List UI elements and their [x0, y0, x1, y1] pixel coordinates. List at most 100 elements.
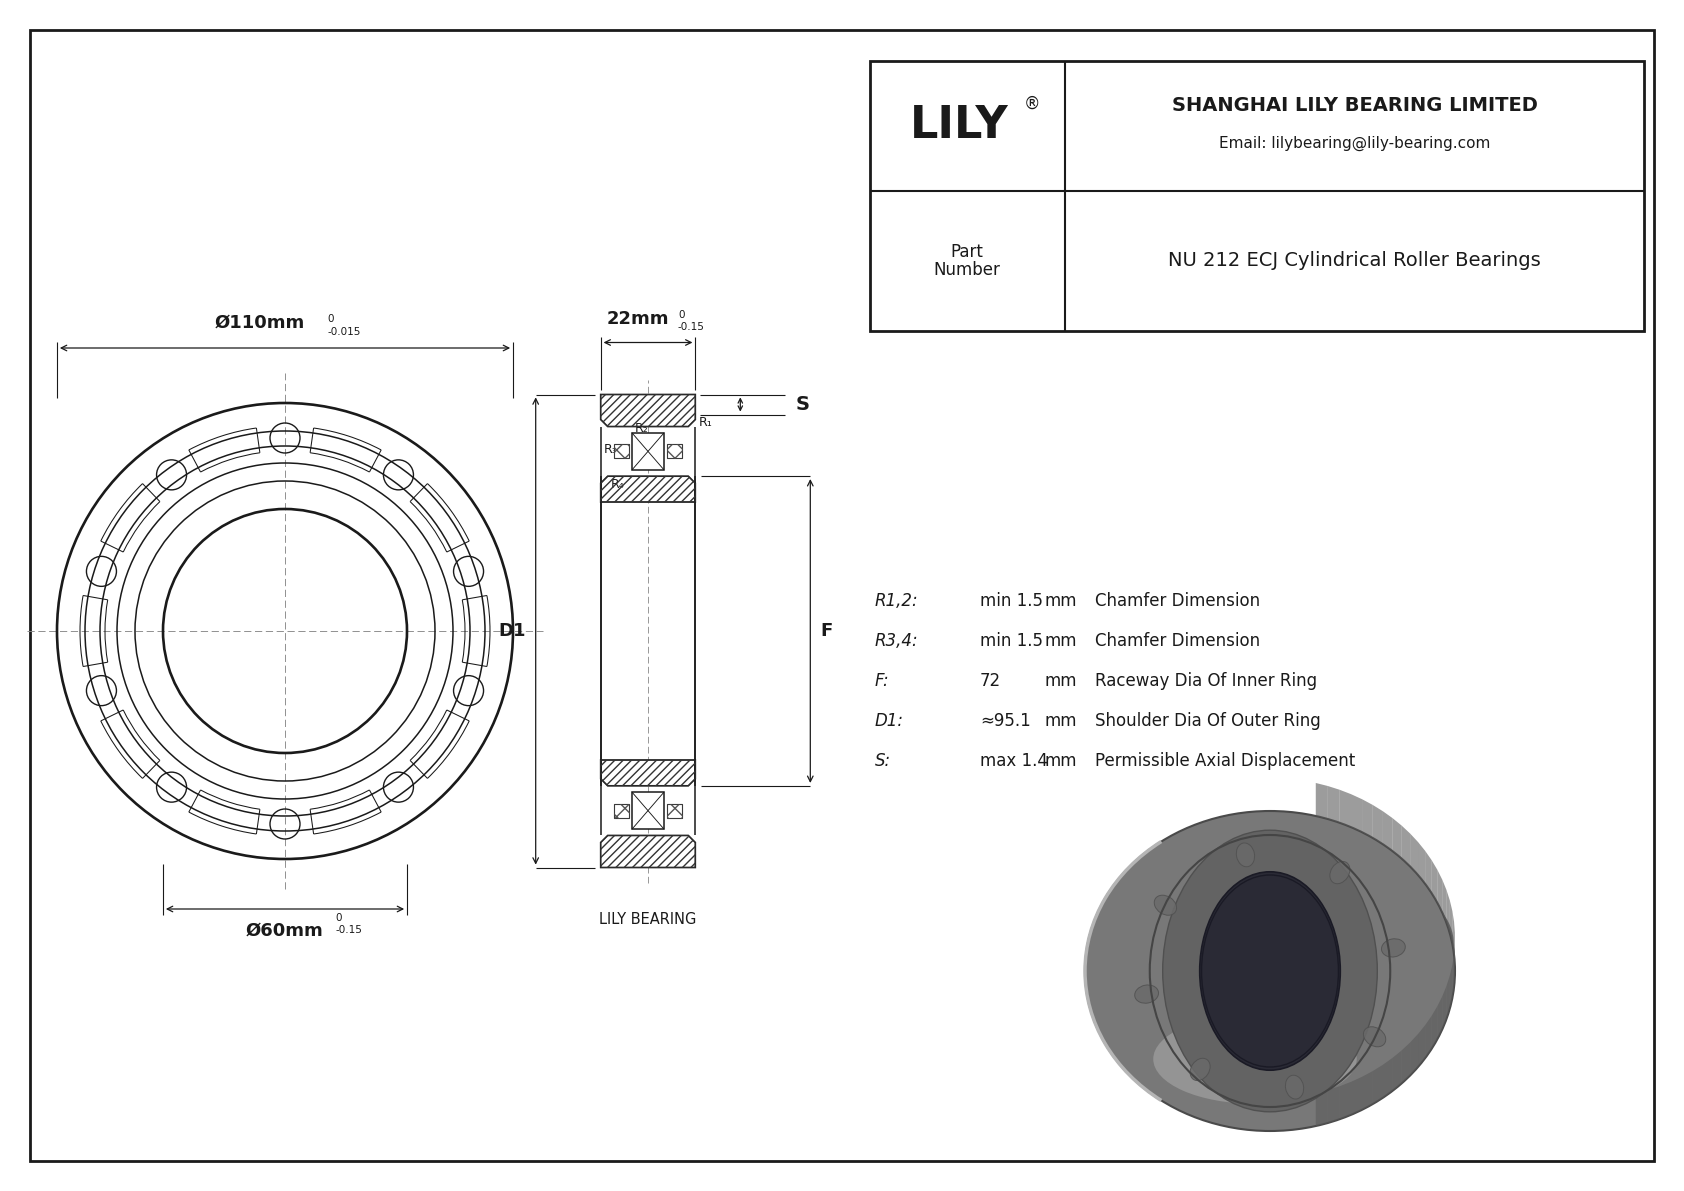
Ellipse shape: [1381, 939, 1404, 958]
Polygon shape: [1431, 860, 1438, 903]
Text: D1: D1: [498, 622, 525, 640]
Polygon shape: [1438, 996, 1442, 1040]
Polygon shape: [1383, 811, 1393, 852]
Text: R₄: R₄: [611, 479, 625, 491]
Ellipse shape: [1103, 855, 1453, 1031]
Text: LILY BEARING: LILY BEARING: [600, 912, 697, 928]
Text: 72: 72: [980, 672, 1000, 690]
Ellipse shape: [1199, 872, 1340, 1071]
Bar: [615, 444, 630, 459]
Text: ≈95.1: ≈95.1: [980, 712, 1031, 730]
Text: S:: S:: [876, 752, 891, 771]
Text: Permissible Axial Displacement: Permissible Axial Displacement: [1095, 752, 1356, 771]
Text: R₁: R₁: [699, 417, 712, 430]
Text: SHANGHAI LILY BEARING LIMITED: SHANGHAI LILY BEARING LIMITED: [1172, 96, 1537, 116]
Polygon shape: [1438, 869, 1442, 912]
Text: Ø110mm: Ø110mm: [216, 314, 305, 332]
Polygon shape: [1362, 1071, 1372, 1110]
Bar: [632, 432, 663, 470]
Polygon shape: [1425, 850, 1431, 893]
Polygon shape: [1339, 790, 1351, 828]
Polygon shape: [1410, 834, 1418, 875]
Polygon shape: [1447, 975, 1450, 1019]
Polygon shape: [1339, 1081, 1351, 1120]
Polygon shape: [1393, 1050, 1401, 1091]
Text: mm: mm: [1046, 672, 1078, 690]
Polygon shape: [601, 760, 695, 786]
Text: LILY: LILY: [909, 105, 1009, 148]
Polygon shape: [1351, 794, 1362, 833]
Text: Chamfer Dimension: Chamfer Dimension: [1095, 632, 1260, 650]
Bar: [615, 444, 630, 459]
Polygon shape: [1327, 786, 1339, 823]
Text: min 1.5: min 1.5: [980, 632, 1042, 650]
Ellipse shape: [1236, 843, 1255, 867]
Text: R1,2:: R1,2:: [876, 592, 919, 610]
Bar: [667, 804, 682, 818]
Polygon shape: [1450, 965, 1452, 1009]
Ellipse shape: [1135, 985, 1159, 1003]
Text: Part: Part: [950, 243, 983, 261]
Polygon shape: [601, 476, 695, 501]
Polygon shape: [601, 394, 695, 426]
Polygon shape: [1315, 782, 1327, 819]
Ellipse shape: [1154, 896, 1177, 915]
Polygon shape: [1393, 818, 1401, 859]
Polygon shape: [1372, 1065, 1383, 1104]
Polygon shape: [601, 835, 695, 867]
Ellipse shape: [1191, 1059, 1211, 1080]
Text: -0.15: -0.15: [335, 925, 362, 935]
Text: Raceway Dia Of Inner Ring: Raceway Dia Of Inner Ring: [1095, 672, 1317, 690]
Text: mm: mm: [1046, 712, 1078, 730]
Text: -0.015: -0.015: [327, 328, 360, 337]
Polygon shape: [1401, 825, 1410, 867]
Text: mm: mm: [1046, 632, 1078, 650]
Text: Shoulder Dia Of Outer Ring: Shoulder Dia Of Outer Ring: [1095, 712, 1320, 730]
Text: 0: 0: [335, 913, 342, 923]
Bar: [667, 804, 682, 818]
Polygon shape: [1450, 900, 1452, 944]
Polygon shape: [1442, 986, 1447, 1029]
Text: min 1.5: min 1.5: [980, 592, 1042, 610]
Text: 0: 0: [679, 310, 684, 319]
Bar: [667, 444, 682, 459]
Text: S: S: [795, 395, 810, 414]
Text: Number: Number: [933, 261, 1000, 279]
Ellipse shape: [1202, 875, 1339, 1067]
Polygon shape: [1315, 1090, 1327, 1125]
Text: mm: mm: [1046, 592, 1078, 610]
Polygon shape: [1431, 1006, 1438, 1049]
Polygon shape: [1351, 1077, 1362, 1115]
Text: ®: ®: [1024, 95, 1041, 113]
Text: max 1.4: max 1.4: [980, 752, 1047, 771]
Polygon shape: [1418, 842, 1425, 884]
Text: F: F: [820, 622, 832, 640]
Polygon shape: [1447, 890, 1450, 934]
Ellipse shape: [1364, 1027, 1386, 1047]
Text: 0: 0: [327, 314, 333, 324]
Ellipse shape: [1285, 1075, 1303, 1099]
Polygon shape: [1362, 799, 1372, 838]
Polygon shape: [1442, 880, 1447, 923]
Bar: [615, 804, 630, 818]
Text: 22mm: 22mm: [606, 310, 669, 328]
Text: D1:: D1:: [876, 712, 904, 730]
Text: Ø60mm: Ø60mm: [246, 922, 323, 940]
Polygon shape: [1452, 911, 1453, 955]
Polygon shape: [1452, 954, 1453, 998]
Polygon shape: [1401, 1042, 1410, 1084]
Ellipse shape: [1084, 811, 1455, 1131]
Bar: [615, 804, 630, 818]
Text: NU 212 ECJ Cylindrical Roller Bearings: NU 212 ECJ Cylindrical Roller Bearings: [1169, 251, 1541, 270]
Polygon shape: [1410, 1034, 1418, 1075]
Text: Chamfer Dimension: Chamfer Dimension: [1095, 592, 1260, 610]
Text: R3,4:: R3,4:: [876, 632, 919, 650]
Ellipse shape: [1154, 1015, 1357, 1104]
Text: R₂: R₂: [635, 423, 648, 436]
Text: -0.15: -0.15: [679, 322, 706, 331]
Text: F:: F:: [876, 672, 889, 690]
Text: Email: lilybearing@lily-bearing.com: Email: lilybearing@lily-bearing.com: [1219, 136, 1490, 151]
Bar: [667, 444, 682, 459]
Polygon shape: [1327, 1086, 1339, 1123]
Text: R₃: R₃: [603, 443, 618, 456]
